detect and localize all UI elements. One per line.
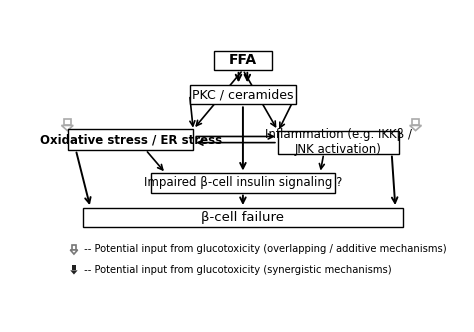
Text: Inflammation (e.g. IKKβ /
JNK activation): Inflammation (e.g. IKKβ / JNK activation…	[265, 128, 412, 156]
Text: FFA: FFA	[229, 53, 257, 67]
Polygon shape	[410, 125, 421, 130]
Polygon shape	[70, 250, 78, 254]
Polygon shape	[62, 125, 73, 130]
FancyBboxPatch shape	[83, 208, 403, 227]
Bar	[64, 119, 71, 125]
FancyBboxPatch shape	[213, 51, 272, 70]
FancyBboxPatch shape	[151, 173, 335, 193]
FancyBboxPatch shape	[68, 129, 193, 150]
FancyBboxPatch shape	[190, 85, 296, 104]
Text: -- Potential input from glucotoxicity (overlapping / additive mechanisms): -- Potential input from glucotoxicity (o…	[82, 244, 447, 254]
FancyBboxPatch shape	[278, 130, 399, 154]
Bar	[72, 265, 76, 270]
Bar	[72, 245, 76, 250]
Text: β-cell failure: β-cell failure	[201, 211, 284, 224]
Text: Impaired β-cell insulin signaling ?: Impaired β-cell insulin signaling ?	[144, 177, 342, 190]
Text: -- Potential input from glucotoxicity (synergistic mechanisms): -- Potential input from glucotoxicity (s…	[82, 265, 392, 275]
Bar	[412, 119, 419, 125]
Text: Oxidative stress / ER stress: Oxidative stress / ER stress	[40, 133, 222, 146]
Polygon shape	[70, 270, 78, 275]
Text: PKC / ceramides: PKC / ceramides	[192, 88, 294, 101]
